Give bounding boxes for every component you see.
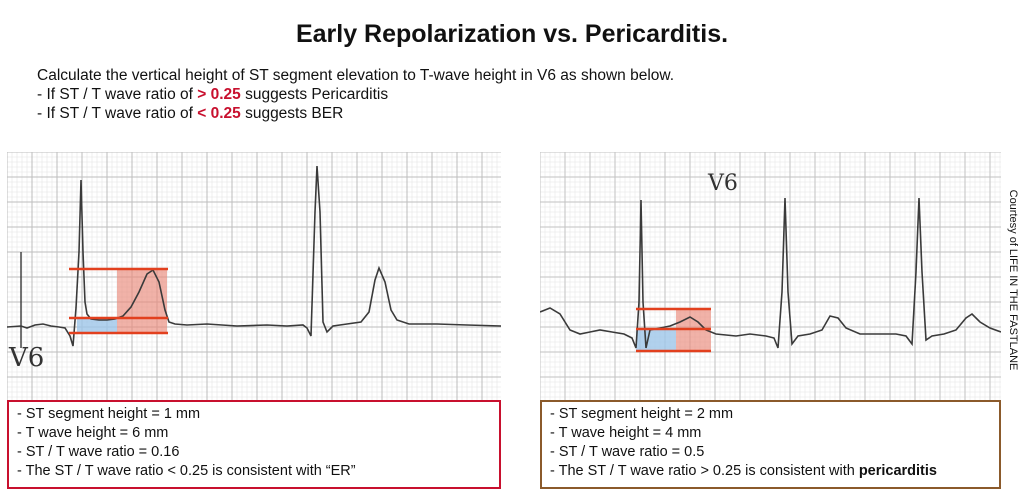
intro-text: Calculate the vertical height of ST segm… [37, 66, 674, 123]
rule-text: - If ST / T wave ratio of [37, 86, 198, 103]
t-wave-area [117, 269, 167, 333]
rule-pericarditis: - If ST / T wave ratio of > 0.25 suggest… [37, 85, 674, 104]
st-height-text: - ST segment height = 1 mm [17, 406, 201, 422]
rule-text: suggests Pericarditis [240, 86, 389, 103]
right-ecg-strip: V6 [540, 152, 1001, 400]
lead-label: V6 [8, 343, 44, 373]
ecg-grid [7, 152, 501, 400]
t-height-text: - T wave height = 4 mm [550, 425, 702, 441]
courtesy-text: Courtesy of LIFE IN THE FASTLANE [1007, 189, 1019, 370]
threshold-value: > 0.25 [197, 86, 241, 103]
right-ecg-image: V6 [540, 152, 1001, 400]
conclusion-diagnosis: pericarditis [858, 463, 937, 479]
threshold-value: < 0.25 [197, 105, 241, 122]
left-ecg-strip: V6 [7, 152, 501, 400]
ratio-text: - ST / T wave ratio = 0.16 [17, 444, 180, 460]
st-segment-area [77, 318, 117, 333]
ratio-text: - ST / T wave ratio = 0.5 [550, 444, 705, 460]
ecg-grid [7, 152, 501, 400]
rule-text: suggests BER [240, 105, 344, 122]
conclusion-text: - The ST / T wave ratio > 0.25 is consis… [550, 462, 999, 481]
conclusion-prefix: - The ST / T wave ratio > 0.25 is consis… [550, 463, 859, 479]
lead-label: V6 [707, 171, 738, 196]
ecg-grid [540, 152, 1001, 400]
conclusion-text: - The ST / T wave ratio < 0.25 is consis… [17, 463, 356, 479]
page-title: Early Repolarization vs. Pericarditis. [295, 20, 729, 48]
intro-instruction: Calculate the vertical height of ST segm… [37, 67, 675, 84]
left-summary-box: - ST segment height = 1 mm - T wave heig… [7, 400, 501, 489]
ecg-grid [540, 152, 1001, 400]
right-summary-box: - ST segment height = 2 mm - T wave heig… [540, 400, 1001, 489]
left-ecg-image: V6 [7, 152, 501, 400]
ecg-trace [540, 197, 1001, 349]
rule-text: - If ST / T wave ratio of [37, 105, 198, 122]
st-segment-area [636, 329, 676, 351]
ecg-trace [7, 165, 501, 347]
rule-ber: - If ST / T wave ratio of < 0.25 suggest… [37, 104, 674, 123]
courtesy-credit: Courtesy of LIFE IN THE FASTLANE [1004, 182, 1022, 377]
t-height-text: - T wave height = 6 mm [17, 425, 169, 441]
st-height-text: - ST segment height = 2 mm [550, 406, 734, 422]
